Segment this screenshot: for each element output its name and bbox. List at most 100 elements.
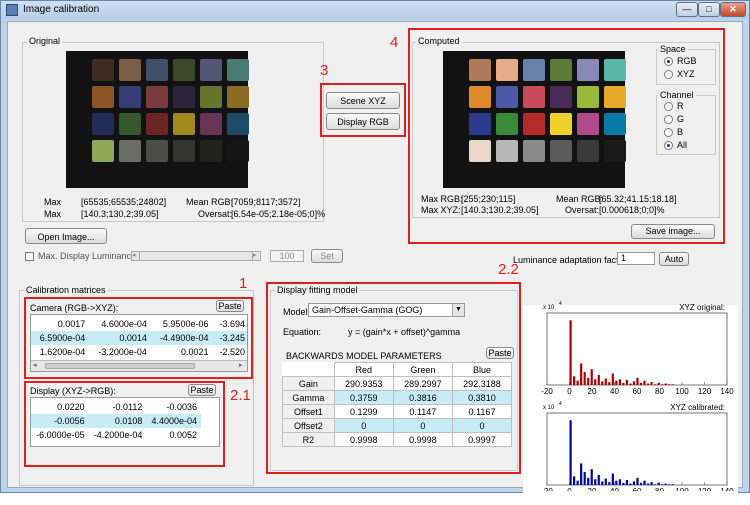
params-row[interactable]: Gain 290.9353 289.2997 292.3188: [282, 376, 513, 391]
channel-all-radio[interactable]: [664, 141, 673, 150]
matrix-cell[interactable]: -3.2000e-04: [98, 347, 147, 357]
camera-paste-button[interactable]: Paste: [216, 300, 244, 312]
set-button[interactable]: Set: [311, 249, 343, 263]
checker-patch: [146, 140, 168, 162]
matrix-cell[interactable]: 0.0108: [88, 414, 147, 428]
matrix-cell[interactable]: -3.245: [212, 331, 247, 345]
params-cell[interactable]: 0.3816: [392, 390, 453, 405]
histogram-bar: [625, 479, 629, 485]
matrix-cell[interactable]: 6.5900e-04: [31, 331, 90, 345]
max-display-value[interactable]: 100: [270, 250, 304, 262]
x-tick-label: 40: [610, 487, 619, 491]
matrix-row[interactable]: 1.6200e-04 -3.2000e-04 0.0021 -2.520: [31, 345, 247, 359]
matrix-row[interactable]: -0.0056 0.0108 4.4000e-04: [31, 414, 201, 428]
luminance-factor-input[interactable]: 1: [617, 252, 655, 265]
matrix-cell[interactable]: 0.0017: [57, 319, 86, 329]
params-row[interactable]: R2 0.9998 0.9998 0.9997: [282, 432, 513, 447]
x-tick-label: 140: [720, 387, 734, 396]
camera-matrix-table[interactable]: 0.0017 4.6000e-04 5.9500e-06 -3.694 6.5900e-…: [30, 314, 248, 372]
matrix-cell[interactable]: 0.0220: [57, 402, 85, 412]
params-cell[interactable]: 292.3188: [451, 376, 513, 391]
display-matrix-table[interactable]: 0.0220 -0.0112 -0.0036 -0.0056 0.0108 4.4000e…: [30, 397, 220, 447]
params-cell[interactable]: 0.3759: [333, 390, 394, 405]
exponent-sup: 4: [559, 401, 562, 407]
matrix-cell[interactable]: -0.0036: [166, 402, 197, 412]
display-paste-button[interactable]: Paste: [188, 384, 216, 396]
matrix-row[interactable]: 0.0017 4.6000e-04 5.9500e-06 -3.694: [31, 317, 247, 331]
params-cell[interactable]: 290.9353: [333, 376, 394, 391]
camera-hscrollbar[interactable]: ◂ ▸: [31, 360, 247, 371]
matrix-row[interactable]: -6.0000e-05 -4.2000e-04 0.0052: [31, 428, 201, 442]
histogram-bar: [653, 484, 657, 485]
params-row-header: R2: [282, 432, 335, 447]
max-display-checkbox[interactable]: [25, 252, 34, 261]
params-row[interactable]: Offset2 0 0 0: [282, 418, 513, 433]
histogram-bar: [643, 480, 646, 485]
histogram-bar: [657, 382, 660, 385]
params-cell[interactable]: 0.9998: [333, 432, 394, 447]
matrix-cell[interactable]: 0.0021: [180, 347, 209, 357]
display-rgb-button[interactable]: Display RGB: [326, 113, 400, 130]
matrix-cell[interactable]: -6.0000e-05: [36, 430, 85, 440]
space-rgb-radio[interactable]: [664, 57, 673, 66]
close-button[interactable]: ✕: [720, 2, 746, 17]
original-oversat-label: Oversat:: [198, 209, 233, 219]
params-row[interactable]: Offset1 0.1299 0.1147 0.1167: [282, 404, 513, 419]
matrix-cell[interactable]: -4.2000e-04: [93, 430, 143, 440]
auto-button[interactable]: Auto: [659, 252, 689, 266]
window-title: Image calibration: [23, 4, 100, 15]
matrix-cell[interactable]: -3.694: [219, 319, 245, 329]
histogram-bar: [622, 382, 625, 385]
params-cell[interactable]: 0: [333, 418, 394, 433]
channel-r-radio[interactable]: [664, 102, 673, 111]
histogram-bar: [601, 381, 604, 385]
checker-patch: [146, 86, 168, 108]
matrix-cell[interactable]: 4.6000e-04: [101, 319, 147, 329]
params-cell[interactable]: 0.9998: [392, 432, 453, 447]
matrix-cell[interactable]: 1.6200e-04: [39, 347, 86, 357]
params-cell[interactable]: 0: [392, 418, 453, 433]
matrix-cell[interactable]: 0.0052: [169, 430, 197, 440]
matrix-row[interactable]: 0.0220 -0.0112 -0.0036: [31, 400, 201, 414]
luminance-slider[interactable]: ◂ ▸: [131, 251, 261, 261]
channel-r-label: R: [677, 101, 684, 111]
histogram-bar: [650, 382, 653, 385]
save-image-button[interactable]: Save image...: [631, 224, 715, 239]
matrix-row[interactable]: 6.5900e-04 0.0014 -4.4900e-04 -3.245: [31, 331, 247, 345]
x-tick-label: 40: [610, 387, 619, 396]
maximize-button[interactable]: □: [698, 2, 720, 17]
checker-patch: [119, 59, 141, 81]
params-cell[interactable]: 0: [451, 418, 513, 433]
matrix-cell[interactable]: 0.0014: [89, 331, 151, 345]
params-cell[interactable]: 289.2997: [392, 376, 453, 391]
params-table[interactable]: Red Green Blue Gain 290.9353 289.2997 292.3188…: [282, 362, 513, 447]
histogram-bar: [625, 379, 629, 385]
matrix-cell[interactable]: -0.0112: [112, 402, 143, 412]
histogram-bar: [618, 379, 621, 385]
params-paste-button[interactable]: Paste: [486, 347, 514, 359]
params-cell[interactable]: 0.1299: [333, 404, 394, 419]
scene-xyz-button[interactable]: Scene XYZ: [326, 92, 400, 109]
params-cell[interactable]: 0.1147: [392, 404, 453, 419]
matrix-cell[interactable]: -4.4900e-04: [150, 331, 213, 345]
histogram-bar: [636, 377, 639, 385]
params-cell[interactable]: 0.1167: [451, 404, 513, 419]
params-cell[interactable]: 0.3810: [451, 390, 513, 405]
open-image-button[interactable]: Open Image...: [25, 228, 107, 244]
matrix-cell[interactable]: -0.0056: [31, 414, 89, 428]
channel-b-radio[interactable]: [664, 128, 673, 137]
matrix-cell[interactable]: 4.4000e-04: [146, 414, 201, 428]
matrix-cell[interactable]: -2.520: [219, 347, 245, 357]
model-select[interactable]: Gain-Offset-Gamma (GOG) ▼: [308, 303, 465, 317]
params-cell[interactable]: 0.9997: [451, 432, 513, 447]
params-row[interactable]: Gamma 0.3759 0.3816 0.3810: [282, 390, 513, 405]
space-xyz-radio[interactable]: [664, 70, 673, 79]
chevron-down-icon[interactable]: ▼: [452, 304, 464, 316]
histogram-bar: [646, 383, 650, 385]
histogram-bar: [639, 382, 643, 385]
minimize-button[interactable]: —: [676, 2, 698, 17]
channel-g-radio[interactable]: [664, 115, 673, 124]
model-label: Model:: [283, 307, 311, 317]
matrix-cell[interactable]: 5.9500e-06: [162, 319, 209, 329]
checker-patch: [146, 59, 168, 81]
